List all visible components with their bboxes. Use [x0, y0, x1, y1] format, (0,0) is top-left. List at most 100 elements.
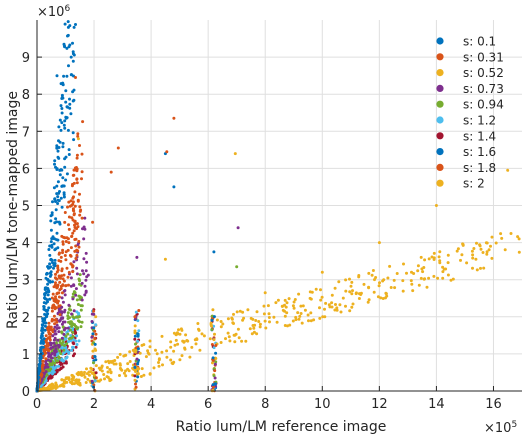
series-8-point: [47, 321, 51, 325]
series-3-point: [63, 293, 67, 297]
series-8-point: [71, 200, 75, 204]
series-2-point: [91, 349, 95, 353]
series-2-point: [432, 256, 436, 260]
series-9-point: [432, 251, 436, 255]
series-8-point: [134, 385, 138, 389]
series-1-point: [61, 242, 65, 246]
series-7-point: [58, 222, 62, 226]
series-0-point: [50, 211, 54, 215]
series-8-point: [94, 332, 98, 336]
series-9-point: [297, 317, 301, 321]
series-9-point: [267, 312, 271, 316]
series-9-point: [490, 256, 494, 260]
series-5-point: [75, 334, 79, 338]
series-3-point: [60, 322, 64, 326]
series-9-point: [344, 278, 348, 282]
series-0-point: [43, 286, 47, 290]
series-1-point: [94, 376, 98, 380]
series-2-point: [211, 361, 214, 365]
series-9-point: [485, 252, 489, 256]
series-2-point: [500, 236, 504, 240]
series-7-point: [55, 184, 59, 188]
series-2-point: [422, 266, 426, 269]
series-7-point: [41, 317, 45, 321]
series-9-point: [178, 332, 182, 336]
series-3-point: [92, 312, 96, 316]
axes: [36, 20, 522, 392]
series-9-point: [349, 284, 353, 288]
series-2-point: [294, 318, 298, 322]
series-3-point: [57, 307, 61, 311]
series-2-point: [49, 383, 52, 387]
series-2-point: [111, 359, 115, 363]
series-9-point: [395, 272, 399, 275]
series-1-point: [92, 383, 96, 387]
legend-marker: [436, 148, 444, 156]
series-2-point: [208, 337, 212, 341]
series-8-point: [51, 292, 55, 296]
legend: s: 0.1s: 0.31 s: 0.52 s: 0.73 s: 0.94 s: 1.2…: [436, 35, 504, 191]
series-4-point: [60, 330, 63, 334]
series-3-point: [74, 293, 78, 297]
series-5-point: [57, 364, 61, 368]
x-tick-label: 8: [261, 397, 269, 412]
series-7-point: [64, 178, 68, 182]
series-9-point: [108, 368, 112, 371]
series-9-point: [251, 324, 255, 327]
series-8-point: [75, 153, 79, 157]
series-7-point: [63, 126, 67, 130]
series-2-point: [165, 349, 169, 353]
series-1-point: [55, 270, 59, 274]
series-1-point: [71, 264, 75, 268]
series-3-point: [135, 255, 139, 259]
series-0-point: [52, 242, 56, 246]
series-9-point: [232, 322, 235, 325]
series-9-point: [283, 298, 287, 302]
series-2-point: [64, 376, 68, 380]
series-4-point: [77, 294, 81, 298]
series-0-point: [71, 41, 74, 45]
series-2-point: [210, 324, 213, 328]
series-1-point: [172, 116, 176, 120]
series-1-point: [55, 320, 59, 324]
series-3-point: [69, 276, 73, 280]
series-9-point: [423, 258, 427, 262]
series-0-point: [60, 96, 64, 99]
series-8-point: [73, 219, 77, 223]
series-4-point: [75, 298, 79, 302]
series-1-point: [70, 234, 74, 238]
series-2-point: [287, 297, 291, 301]
series-1-point: [78, 213, 82, 217]
series-0-point: [38, 368, 41, 372]
series-8-point: [52, 285, 56, 289]
series-0-point: [51, 200, 54, 204]
series-9-point: [291, 304, 295, 308]
series-2-point: [242, 316, 246, 320]
series-9-point: [174, 338, 178, 342]
series-4-point: [214, 360, 218, 364]
series-2-point: [76, 137, 80, 141]
series-9-point: [425, 285, 429, 289]
series-3-point: [54, 350, 58, 353]
series-0-point: [54, 208, 58, 212]
x-tick-label: 14: [428, 397, 445, 412]
series-0-point: [210, 318, 214, 322]
series-9-point: [410, 282, 414, 286]
series-4-point: [71, 331, 75, 334]
series-4-point: [59, 352, 63, 356]
series-2-point: [122, 354, 126, 358]
series-9-point: [475, 241, 478, 245]
series-0-point: [68, 102, 72, 106]
series-0-point: [55, 74, 59, 78]
series-1-point: [65, 236, 69, 240]
series-2-point: [378, 281, 381, 285]
series-1-point: [69, 254, 73, 258]
series-1-point: [70, 203, 74, 207]
series-3-point: [82, 272, 86, 276]
series-1-point: [78, 192, 81, 196]
series-0-point: [136, 375, 140, 379]
series-2-point: [97, 379, 101, 383]
series-2-point: [416, 269, 420, 273]
